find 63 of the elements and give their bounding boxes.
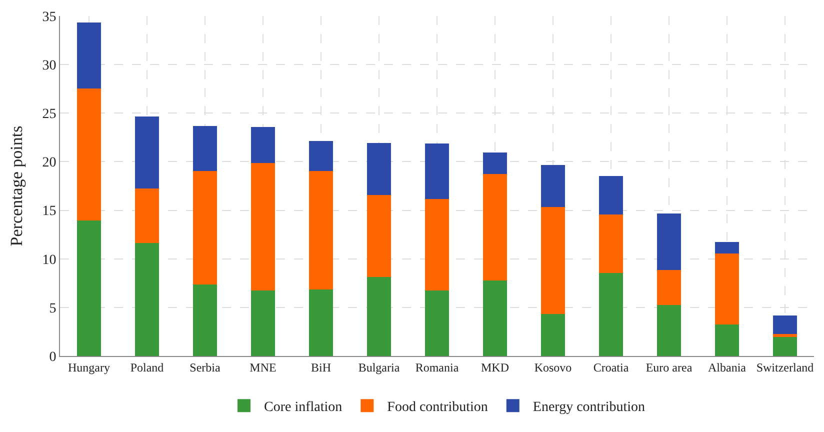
bar xyxy=(656,214,682,270)
bar xyxy=(134,116,160,188)
x-tick-label: Croatia xyxy=(593,360,630,374)
x-tick-label: Serbia xyxy=(190,360,221,374)
y-tick-label: 35 xyxy=(42,10,56,25)
bar xyxy=(424,144,450,200)
bar xyxy=(308,288,334,356)
bar xyxy=(424,198,450,290)
x-tick-label: Euro area xyxy=(646,360,693,374)
bar xyxy=(308,170,334,290)
x-tick-label: Hungary xyxy=(68,360,110,374)
bar xyxy=(714,252,740,324)
bar xyxy=(250,127,276,164)
x-tick-label: Kosovo xyxy=(534,360,572,374)
bar xyxy=(76,87,102,220)
y-tick-label: 5 xyxy=(49,301,56,316)
bar xyxy=(772,316,798,334)
bar xyxy=(482,172,508,281)
bar xyxy=(134,242,160,356)
x-tick-label: Switzerland xyxy=(756,360,814,374)
bar xyxy=(656,269,682,306)
x-tick-label: Albania xyxy=(708,360,747,374)
legend-label: Food contribution xyxy=(387,400,488,416)
bar xyxy=(366,194,392,277)
x-tick-label: Poland xyxy=(130,360,164,374)
bar xyxy=(250,162,276,290)
bar xyxy=(714,323,740,356)
bar xyxy=(540,312,566,356)
y-tick-label: 20 xyxy=(42,156,56,171)
bar xyxy=(134,187,160,243)
bar xyxy=(308,140,334,171)
bar xyxy=(192,170,218,285)
bar xyxy=(76,22,102,88)
bar xyxy=(424,289,450,356)
bar xyxy=(366,142,392,196)
bar xyxy=(598,214,624,273)
legend-label: Energy contribution xyxy=(532,400,645,416)
legend-label: Core inflation xyxy=(264,400,342,416)
y-tick-label: 25 xyxy=(42,107,56,122)
bar xyxy=(76,220,102,356)
bar xyxy=(598,176,624,215)
bar xyxy=(192,284,218,356)
y-tick-label: 0 xyxy=(49,350,56,365)
x-tick-label: Romania xyxy=(415,360,460,374)
bar xyxy=(714,242,740,254)
y-tick-label: 30 xyxy=(42,58,56,74)
x-tick-label: MKD xyxy=(480,360,510,374)
bar xyxy=(366,276,392,356)
y-tick-label: 15 xyxy=(42,204,56,220)
bar xyxy=(540,165,566,207)
bar xyxy=(772,336,798,356)
x-tick-label: MNE xyxy=(250,360,276,374)
bar xyxy=(192,126,218,171)
x-tick-label: BiH xyxy=(310,360,332,374)
bar xyxy=(540,206,566,314)
bar xyxy=(598,272,624,356)
y-axis-title: Percentage points xyxy=(6,126,26,246)
bar xyxy=(482,152,508,174)
bar xyxy=(482,280,508,356)
y-tick-label: 10 xyxy=(42,252,56,268)
bar xyxy=(656,304,682,356)
x-tick-label: Bulgaria xyxy=(358,360,400,374)
bar xyxy=(250,289,276,356)
